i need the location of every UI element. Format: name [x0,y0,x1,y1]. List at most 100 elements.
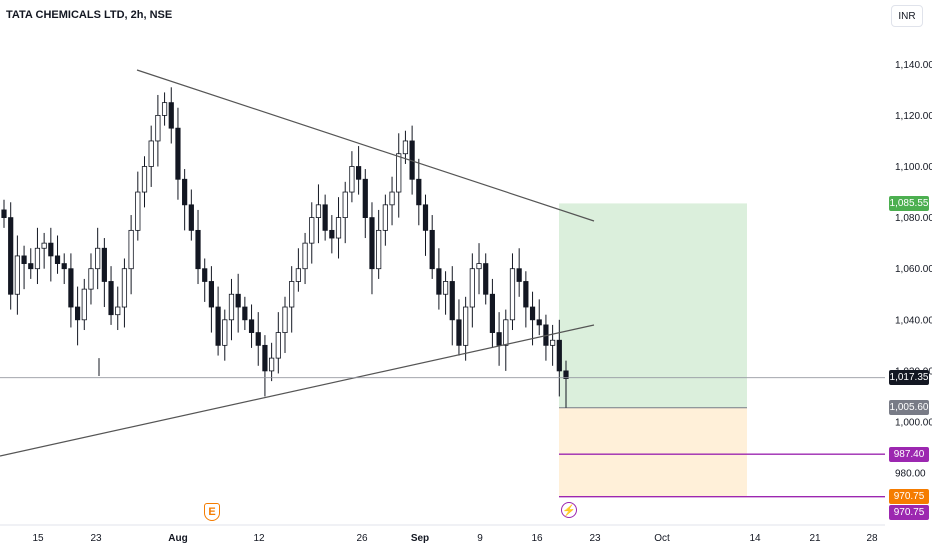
upper-trendline [136,69,595,222]
x-tick-label: Oct [654,533,670,544]
candle-body [309,217,315,244]
candle-body [442,281,449,295]
candle-body [335,217,342,239]
candle-body [322,204,328,231]
candle-body [28,263,34,270]
candle-body [449,281,455,321]
profit-zone [559,203,747,408]
x-tick-label: 28 [866,533,878,544]
x-tick-label: 21 [809,533,821,544]
y-tick-label: 1,100.00 [895,162,932,173]
candle-body [242,306,248,321]
candle-body [222,319,228,346]
candle-body [436,268,442,295]
candle-body [108,281,114,316]
candle-body [135,191,141,231]
candle-body [295,268,301,282]
candle-body [422,204,429,231]
candle-body [342,191,348,219]
candle-body [523,281,529,308]
x-tick-label: 9 [477,533,483,544]
y-tick-label: 1,000.00 [895,418,932,429]
earnings-icon[interactable]: E [204,503,220,521]
candle-body [355,166,362,180]
candle-body [141,166,148,193]
candle-body [489,293,496,333]
candle-body [121,268,128,308]
currency-button[interactable]: INR [891,5,923,27]
x-tick-label: 15 [32,533,44,544]
candle-body [509,268,516,321]
candle-body [161,102,168,116]
candle-body [21,255,27,264]
dividend-icon[interactable]: ⚡ [561,502,577,518]
candle-body [329,229,335,239]
candle-body [175,127,181,180]
price-label: 1,085.55 [889,195,929,211]
candle-body [248,319,255,333]
candle-body [61,263,67,270]
price-label: 970.75 [889,489,929,505]
candle-body [115,306,121,316]
y-tick-label: 1,040.00 [895,315,932,326]
y-tick-label: 1,060.00 [895,264,932,275]
candle-body [382,204,388,231]
x-tick-label: 23 [90,533,102,544]
candle-body [349,166,355,193]
candle-body [496,332,502,346]
candle-body [34,247,41,270]
y-tick-label: 980.00 [895,469,926,480]
candle-body [429,229,435,270]
candle-body [188,204,194,231]
candle-body [483,263,489,295]
candle-body [302,242,308,270]
candle-body [396,153,402,193]
candle-body [476,263,482,270]
candle-body [202,268,208,282]
candle-body [74,306,81,321]
candle-body [208,281,215,308]
x-tick-label: 12 [253,533,265,544]
candle-body [275,332,281,359]
candle-body [389,191,395,206]
candle-body [503,319,509,346]
candle-body [228,293,235,321]
candle-body [215,306,221,346]
price-label: 987.40 [889,446,929,462]
candle-body [516,268,522,282]
candle-body [101,247,107,282]
candle-body [529,306,536,321]
candle-body [282,306,288,333]
candle-body [469,268,475,308]
candle-body [41,242,47,249]
y-tick-label: 1,140.00 [895,60,932,71]
y-tick-label: 1,120.00 [895,111,932,122]
x-tick-label: 26 [356,533,368,544]
price-label: 970.75 [889,505,929,521]
candle-body [402,140,409,155]
candle-body [376,229,382,270]
x-tick-label: 16 [531,533,543,544]
candle-body [148,140,154,167]
lower-trendline [0,324,595,457]
candle-body [362,178,368,218]
x-tick-label: 14 [749,533,761,544]
candle-body [95,247,101,270]
candle-body [556,339,562,372]
candle-body [68,268,74,308]
candle-body [81,288,87,321]
candle-body [168,102,174,129]
candle-body [463,306,469,346]
candle-body [369,217,375,270]
candle-body [269,357,275,372]
candle-body [128,229,134,270]
candle-body [48,242,54,257]
y-tick-label: 1,080.00 [895,213,932,224]
candle-body [1,209,7,218]
chart-title: TATA CHEMICALS LTD, 2h, NSE [6,9,173,21]
loss-zone [559,407,747,497]
candle-body [54,255,61,264]
price-label: 1,017.35 [889,370,929,386]
candle-body [155,115,161,142]
